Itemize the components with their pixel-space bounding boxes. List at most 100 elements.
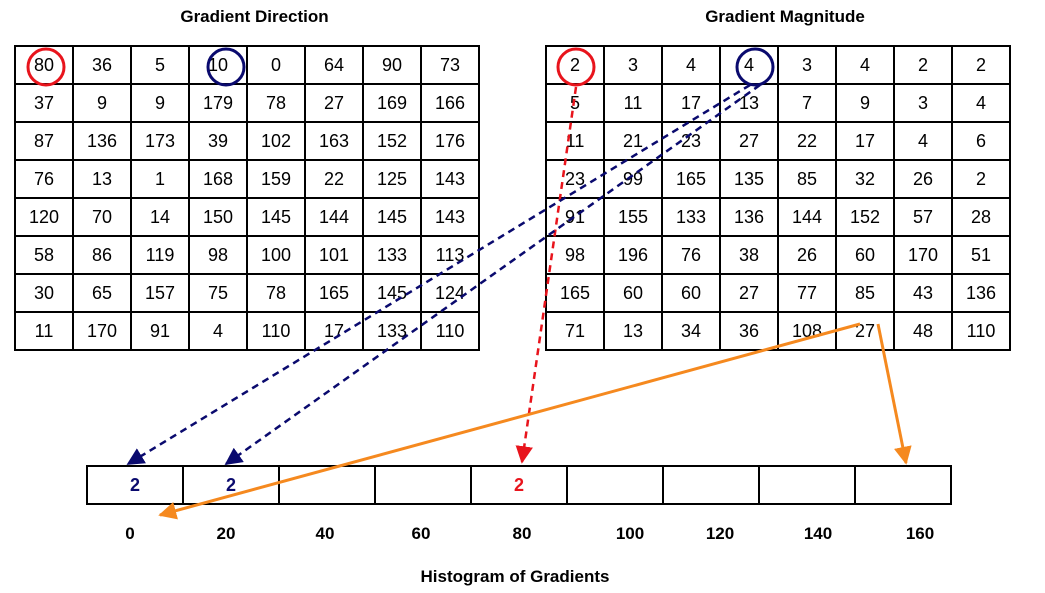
magnitude-cell: 3 [893, 83, 953, 123]
magnitude-cell: 76 [661, 235, 721, 275]
magnitude-cell: 77 [777, 273, 837, 313]
histogram-bin-label: 140 [803, 524, 833, 543]
magnitude-cell: 170 [893, 235, 953, 275]
magnitude-cell: 22 [777, 121, 837, 161]
histogram-bin-label: 160 [905, 524, 935, 543]
histogram-bin-label: 120 [705, 524, 735, 543]
direction-cell: 100 [246, 235, 306, 275]
magnitude-cell: 48 [893, 311, 953, 351]
histogram-bin-cell [758, 465, 856, 505]
gradient-direction-title: Gradient Direction [180, 7, 329, 26]
magnitude-cell: 136 [951, 273, 1011, 313]
direction-cell: 101 [304, 235, 364, 275]
direction-cell: 58 [14, 235, 74, 275]
direction-row: 120 70 14 150 145 144 145 143 [14, 197, 480, 237]
direction-cell: 87 [14, 121, 74, 161]
direction-cell: 144 [304, 197, 364, 237]
magnitude-cell: 98 [545, 235, 605, 275]
magnitude-cell: 2 [951, 45, 1011, 85]
magnitude-cell: 110 [951, 311, 1011, 351]
direction-cell: 73 [420, 45, 480, 85]
magnitude-cell: 23 [545, 159, 605, 199]
histogram-bin-cell [374, 465, 472, 505]
histogram-bin-label: 100 [615, 524, 645, 543]
direction-cell: 150 [188, 197, 248, 237]
histogram-bin-label: 80 [512, 524, 532, 543]
magnitude-cell: 57 [893, 197, 953, 237]
magnitude-cell: 13 [603, 311, 663, 351]
gradient-direction-grid: 80 36 5 10 0 64 90 73 37 9 9 179 78 27 169 166 87 136 173 3… [14, 45, 480, 351]
magnitude-cell: 38 [719, 235, 779, 275]
magnitude-cell: 2 [893, 45, 953, 85]
histogram-title: Histogram of Gradients [420, 567, 610, 586]
magnitude-cell: 17 [661, 83, 721, 123]
direction-cell: 0 [246, 45, 306, 85]
magnitude-cell: 27 [719, 273, 779, 313]
histogram-bin-cell [566, 465, 664, 505]
direction-cell: 9 [130, 83, 190, 123]
direction-row: 87 136 173 39 102 163 152 176 [14, 121, 480, 161]
magnitude-cell: 28 [951, 197, 1011, 237]
magnitude-cell: 2 [951, 159, 1011, 199]
direction-cell: 110 [420, 311, 480, 351]
direction-cell: 145 [362, 273, 422, 313]
magnitude-cell: 152 [835, 197, 895, 237]
magnitude-cell: 51 [951, 235, 1011, 275]
magnitude-cell: 165 [661, 159, 721, 199]
magnitude-row: 91 155 133 136 144 152 57 28 [545, 197, 1011, 237]
magnitude-cell: 4 [719, 45, 779, 85]
direction-cell: 5 [130, 45, 190, 85]
direction-row: 80 36 5 10 0 64 90 73 [14, 45, 480, 85]
magnitude-cell: 27 [719, 121, 779, 161]
magnitude-cell: 26 [777, 235, 837, 275]
magnitude-cell: 2 [545, 45, 605, 85]
direction-cell: 14 [130, 197, 190, 237]
magnitude-cell: 11 [545, 121, 605, 161]
magnitude-cell: 4 [835, 45, 895, 85]
magnitude-cell: 165 [545, 273, 605, 313]
histogram-bin-cell: 2 [86, 465, 184, 505]
direction-cell: 179 [188, 83, 248, 123]
direction-cell: 120 [14, 197, 74, 237]
direction-row: 58 86 119 98 100 101 133 113 [14, 235, 480, 275]
magnitude-cell: 3 [603, 45, 663, 85]
direction-cell: 65 [72, 273, 132, 313]
direction-cell: 133 [362, 235, 422, 275]
direction-cell: 36 [72, 45, 132, 85]
direction-cell: 39 [188, 121, 248, 161]
direction-row: 11 170 91 4 110 17 133 110 [14, 311, 480, 351]
direction-cell: 13 [72, 159, 132, 199]
magnitude-cell: 17 [835, 121, 895, 161]
histogram-bin-label: 0 [125, 524, 135, 543]
magnitude-cell: 85 [835, 273, 895, 313]
magnitude-cell: 136 [719, 197, 779, 237]
direction-cell: 152 [362, 121, 422, 161]
magnitude-row: 11 21 23 27 22 17 4 6 [545, 121, 1011, 161]
magnitude-cell: 9 [835, 83, 895, 123]
magnitude-cell: 108 [777, 311, 837, 351]
direction-cell: 30 [14, 273, 74, 313]
direction-cell: 176 [420, 121, 480, 161]
direction-cell: 166 [420, 83, 480, 123]
magnitude-cell: 21 [603, 121, 663, 161]
direction-cell: 113 [420, 235, 480, 275]
direction-cell: 170 [72, 311, 132, 351]
direction-cell: 143 [420, 197, 480, 237]
gradient-magnitude-title: Gradient Magnitude [705, 7, 865, 26]
direction-cell: 169 [362, 83, 422, 123]
magnitude-cell: 135 [719, 159, 779, 199]
direction-cell: 22 [304, 159, 364, 199]
magnitude-cell: 99 [603, 159, 663, 199]
magnitude-cell: 85 [777, 159, 837, 199]
gradient-magnitude-grid: 2 3 4 4 3 4 2 2 5 11 17 13 7 9 3 4 11 21 23 27 22 17 4 6 23 99 165… [545, 45, 1011, 351]
direction-cell: 86 [72, 235, 132, 275]
direction-cell: 75 [188, 273, 248, 313]
magnitude-cell: 34 [661, 311, 721, 351]
direction-cell: 124 [420, 273, 480, 313]
direction-cell: 27 [304, 83, 364, 123]
direction-cell: 145 [246, 197, 306, 237]
direction-cell: 70 [72, 197, 132, 237]
magnitude-cell: 4 [951, 83, 1011, 123]
